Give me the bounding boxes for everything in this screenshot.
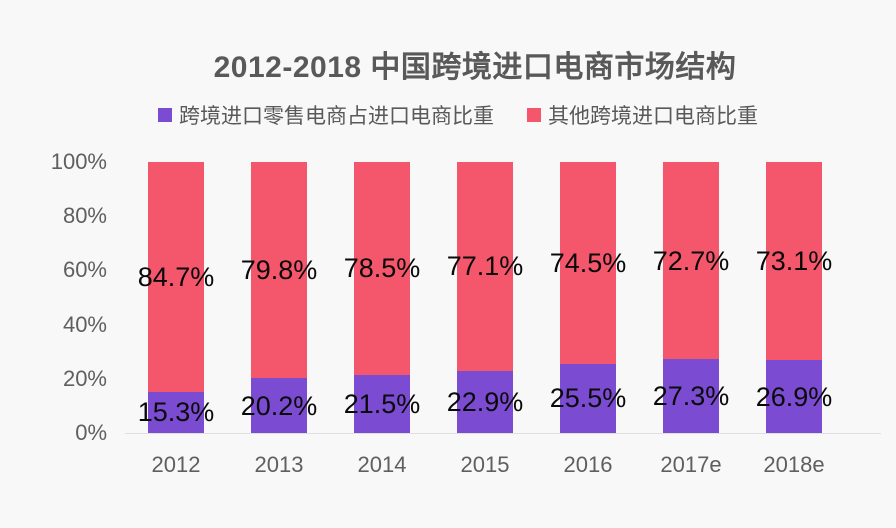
y-tick-label: 40% [62,311,107,337]
bar-segment-retail [354,374,410,433]
data-label-other: 74.5% [549,247,627,278]
bar-segment-retail [560,363,616,433]
bar-segment-retail [251,378,307,433]
bar-segment-other [560,162,616,364]
legend-item: 其他跨境进口电商比重 [527,100,758,130]
data-label-retail: 20.2% [240,390,318,421]
bar-group: 79.8% 20.2% 2013 [241,162,317,477]
x-tick-label: 2015 [460,452,510,477]
x-tick-label: 2016 [563,452,613,477]
bar-segment-other [663,162,719,360]
data-label-retail: 22.9% [446,386,524,417]
data-label-other: 73.1% [755,246,833,277]
x-tick-label: 2014 [357,452,407,477]
y-tick-label: 80% [62,203,107,229]
x-tick-label: 2013 [254,452,304,477]
bar-group: 78.5% 21.5% 2014 [344,162,420,477]
data-label-retail: 26.9% [755,381,833,412]
data-label-retail: 27.3% [652,381,730,411]
x-tick-label: 2018e [763,452,825,477]
bar-group: 73.1% 26.9% 2018e [756,162,832,477]
legend-item: 跨境进口零售电商占进口电商比重 [158,100,494,130]
data-label-retail: 25.5% [549,383,627,414]
bar-group: 84.7% 15.3% 2012 [138,162,214,477]
bar-segment-other [251,162,307,379]
x-tick-label: 2012 [151,452,201,477]
y-tick-label: 100% [50,149,107,174]
bar-segment-other [354,162,410,375]
data-label-other: 77.1% [446,251,524,282]
y-axis: 0% 20% 40% 60% 80% 100% [0,151,107,444]
bar-segment-other [766,162,822,361]
x-tick-label: 2017e [660,452,722,477]
bar-segment-retail [766,360,822,433]
bar-group: 72.7% 27.3% 2017e [653,162,729,477]
data-label-retail: 15.3% [137,397,215,428]
data-label-other: 79.8% [240,255,318,286]
data-label-other: 78.5% [343,253,421,284]
bar-segment-retail [457,370,513,433]
chart-title: 2012-2018 中国跨境进口电商市场结构 [213,51,737,84]
y-tick-label: 60% [62,257,107,283]
bar-group: 77.1% 22.9% 2015 [447,162,523,477]
data-label-other: 72.7% [652,245,730,276]
legend-swatch-icon [527,108,541,122]
legend-label: 跨境进口零售电商占进口电商比重 [179,105,494,128]
y-tick-label: 20% [62,365,107,391]
bar-segment-retail [663,359,719,433]
data-label-retail: 21.5% [343,388,421,419]
y-tick-label: 0% [75,420,107,445]
bar-segment-other [148,162,204,392]
legend-swatch-icon [158,108,172,122]
bar-segment-other [457,162,513,371]
plot-area: 84.7% 15.3% 2012 79.8% 20.2% 2013 78.5% 21.5% 20… [125,162,881,477]
bar-group: 74.5% 25.5% 2016 [550,162,626,477]
legend: 跨境进口零售电商占进口电商比重 其他跨境进口电商比重 [20,101,896,129]
legend-label: 其他跨境进口电商比重 [548,105,758,128]
data-label-other: 84.7% [137,261,215,292]
bar-segment-retail [148,391,204,433]
